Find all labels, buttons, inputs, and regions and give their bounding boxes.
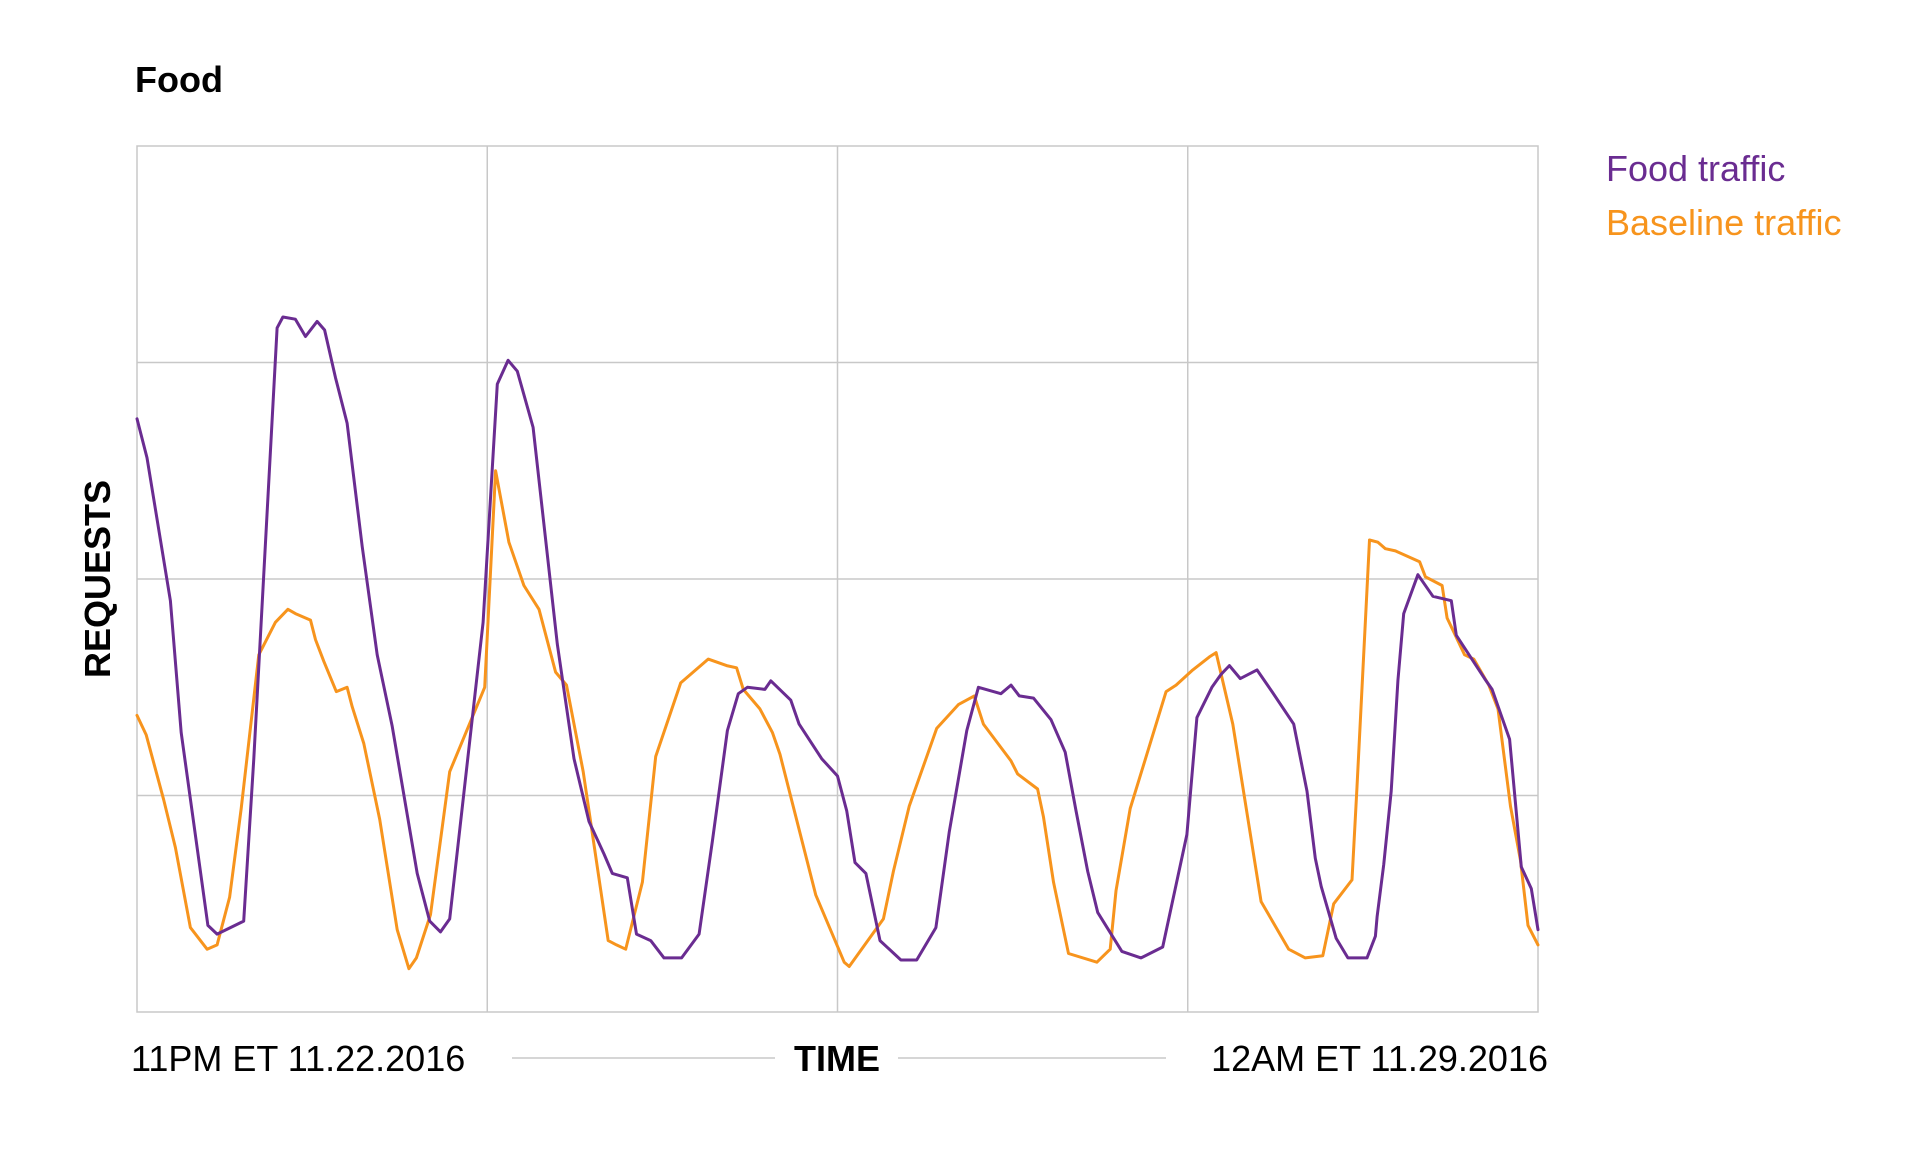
series-line-food-traffic — [135, 315, 1540, 962]
plot-grid — [136, 145, 1539, 1013]
series-line-baseline-traffic — [135, 469, 1540, 971]
x-axis: 11PM ET 11.22.2016 TIME 12AM ET 11.29.20… — [131, 1038, 1548, 1079]
legend-item-baseline-traffic: Baseline traffic — [1606, 202, 1841, 243]
x-tick-label-start: 11PM ET 11.22.2016 — [131, 1038, 465, 1079]
x-axis-label: TIME — [794, 1038, 880, 1079]
chart-title: Food — [135, 59, 223, 100]
grid-lines — [137, 146, 1538, 1012]
series-layer — [135, 315, 1540, 971]
y-axis-label: REQUESTS — [77, 480, 118, 678]
legend-item-food-traffic: Food traffic — [1606, 148, 1785, 189]
x-tick-label-end: 12AM ET 11.29.2016 — [1211, 1038, 1548, 1079]
legend: Food traffic Baseline traffic — [1606, 148, 1841, 243]
